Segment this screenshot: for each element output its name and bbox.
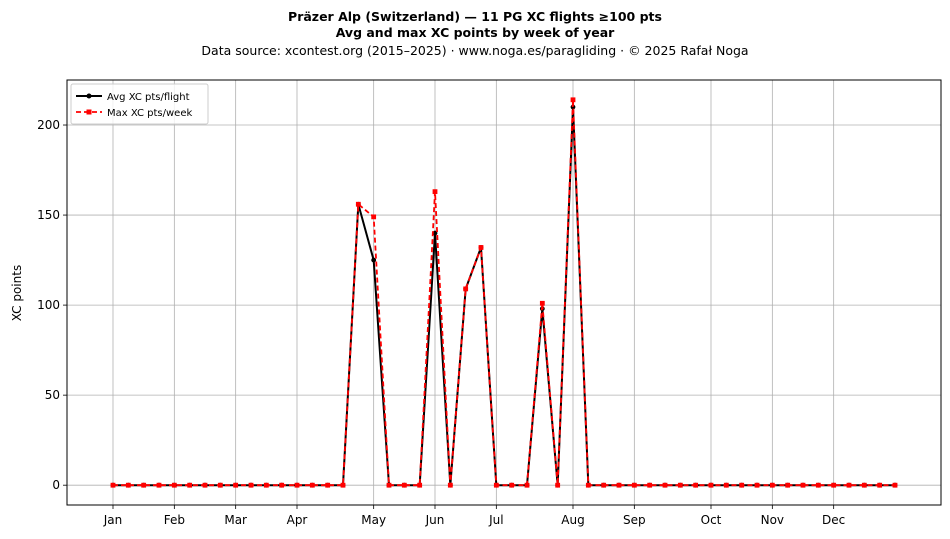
legend: Avg XC pts/flight Max XC pts/week [70, 83, 209, 125]
x-tick-label: Apr [287, 513, 308, 527]
y-tick-label: 200 [37, 118, 60, 132]
x-tick-label: Jan [103, 513, 123, 527]
avg-point [371, 257, 377, 263]
y-tick-label: 100 [37, 298, 60, 312]
x-tick-label: Oct [701, 513, 722, 527]
x-tick-label: Jun [425, 513, 445, 527]
max-point [677, 482, 683, 488]
max-point [616, 482, 622, 488]
avg-point [570, 104, 576, 110]
max-point [463, 286, 469, 292]
legend-avg-label: Avg XC pts/flight [107, 92, 190, 103]
legend-max-label: Max XC pts/week [107, 108, 192, 119]
max-point [739, 482, 745, 488]
chart-subtitle: Avg and max XC points by week of year [336, 25, 615, 40]
chart-title: Präzer Alp (Switzerland) — 11 PG XC flig… [288, 9, 662, 24]
max-point [386, 482, 392, 488]
y-axis: 0 50 100 150 200 [37, 118, 67, 492]
max-point [708, 482, 714, 488]
max-point [877, 482, 883, 488]
max-point [861, 482, 867, 488]
x-tick-label: Mar [224, 513, 247, 527]
max-point [279, 482, 285, 488]
series-line-max [113, 98, 895, 487]
grid [67, 80, 941, 505]
max-point [647, 482, 653, 488]
series-layer [110, 97, 898, 488]
max-point [769, 482, 775, 488]
max-point [815, 482, 821, 488]
x-tick-label: Jul [488, 513, 503, 527]
max-point [417, 482, 423, 488]
plot-frame [66, 79, 942, 506]
max-point [125, 482, 131, 488]
y-axis-label: XC points [10, 265, 24, 321]
max-point [110, 482, 116, 488]
x-tick-label: Nov [761, 513, 784, 527]
max-point [202, 482, 208, 488]
max-point [846, 482, 852, 488]
max-point [171, 482, 177, 488]
max-point [723, 482, 729, 488]
max-point [355, 201, 361, 207]
max-point [263, 482, 269, 488]
x-tick-label: Aug [561, 513, 584, 527]
legend-avg-marker [86, 93, 92, 99]
x-axis: Jan Feb Mar Apr May Jun Jul Aug Sep Oct Nov Dec [103, 505, 845, 527]
max-point [478, 245, 484, 250]
x-tick-label: May [361, 513, 386, 527]
max-point [141, 482, 147, 488]
y-tick-label: 50 [45, 388, 60, 402]
legend-box [70, 83, 209, 125]
max-point [585, 482, 591, 488]
max-point [831, 482, 837, 488]
max-point [524, 482, 530, 488]
max-point [156, 482, 162, 488]
max-point [785, 482, 791, 488]
max-point [432, 189, 438, 195]
x-tick-label: Dec [822, 513, 845, 527]
y-tick-label: 150 [37, 208, 60, 222]
max-point [325, 482, 331, 488]
max-point [693, 482, 699, 488]
max-point [233, 482, 239, 488]
legend-max-marker [86, 109, 92, 115]
max-point [493, 482, 499, 488]
max-point [447, 482, 453, 488]
max-point [371, 214, 377, 220]
max-point [401, 482, 407, 488]
max-point [248, 482, 254, 488]
max-point [570, 97, 576, 103]
max-point [340, 482, 346, 488]
max-point [294, 482, 300, 488]
x-tick-label: Sep [623, 513, 646, 527]
max-point [800, 482, 806, 488]
max-point [662, 482, 668, 488]
max-point [631, 482, 637, 488]
max-point [217, 482, 223, 488]
max-point [601, 482, 607, 488]
chart-source: Data source: xcontest.org (2015–2025) · … [201, 43, 748, 58]
max-point [187, 482, 193, 488]
max-point [509, 482, 515, 488]
max-point [309, 482, 315, 488]
max-point [555, 482, 561, 488]
x-tick-label: Feb [164, 513, 185, 527]
max-point [539, 300, 545, 306]
max-point [754, 482, 760, 488]
max-point [892, 482, 898, 488]
y-tick-label: 0 [52, 478, 60, 492]
